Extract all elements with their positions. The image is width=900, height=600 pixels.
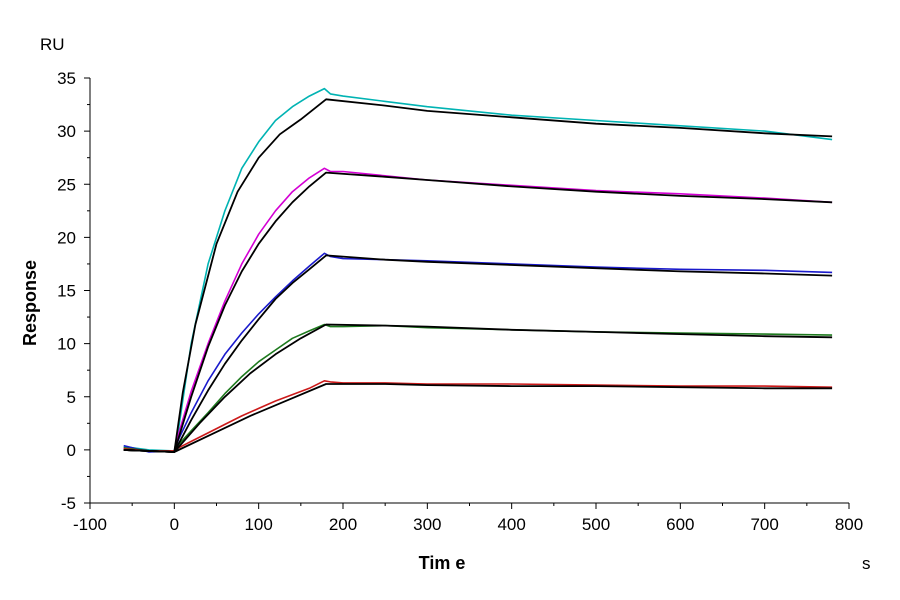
- y-tick-label: 5: [67, 388, 76, 407]
- y-tick-label: 10: [57, 335, 76, 354]
- x-tick-label: 100: [244, 515, 272, 534]
- x-axis-title: Tim e: [419, 553, 466, 573]
- response-series-line: [123, 167, 833, 452]
- y-tick-label: 15: [57, 282, 76, 301]
- fit-curve-line: [123, 383, 833, 453]
- x-tick-label: 400: [497, 515, 525, 534]
- y-tick-label: 20: [57, 228, 76, 247]
- x-tick-label: 300: [413, 515, 441, 534]
- response-series-line: [123, 252, 833, 453]
- fit-curve-line: [123, 254, 833, 453]
- x-tick-label: 500: [582, 515, 610, 534]
- x-axis-ticks: -100 0 100 200 300 400 500 600 700 800: [73, 503, 863, 534]
- fit-curve-line: [123, 98, 833, 453]
- x-tick-label: 600: [666, 515, 694, 534]
- x-unit-label: s: [862, 554, 871, 573]
- x-tick-label: 700: [750, 515, 778, 534]
- y-tick-label: 35: [57, 69, 76, 88]
- x-tick-label: 800: [835, 515, 863, 534]
- y-tick-label: 30: [57, 122, 76, 141]
- x-tick-label: 0: [170, 515, 179, 534]
- y-axis-ticks: -5 0 5 10 15 20 25 30 35: [57, 69, 90, 513]
- y-tick-label: -5: [61, 494, 76, 513]
- y-tick-label: 25: [57, 175, 76, 194]
- y-tick-label: 0: [67, 441, 76, 460]
- data-series: [123, 87, 833, 453]
- response-series-line: [123, 380, 833, 452]
- x-tick-label: -100: [73, 515, 107, 534]
- fit-curve-line: [123, 323, 833, 453]
- y-axis-title: Response: [20, 260, 40, 346]
- y-unit-label: RU: [40, 35, 65, 54]
- x-tick-label: 200: [329, 515, 357, 534]
- fit-curve-line: [123, 171, 833, 453]
- fit-curves: [123, 98, 833, 453]
